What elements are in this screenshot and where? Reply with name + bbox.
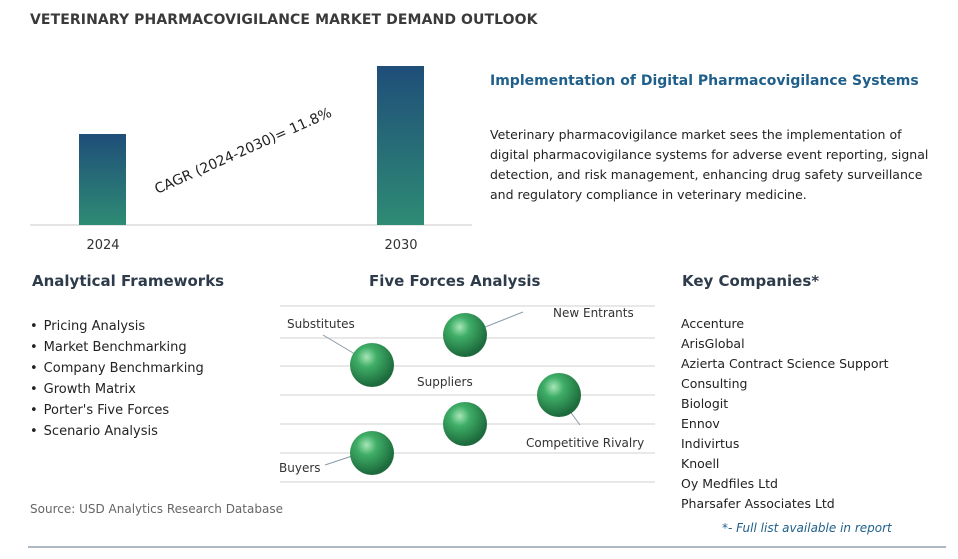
label-competitive-rivalry: Competitive Rivalry xyxy=(526,436,644,450)
companies-list: Accenture ArisGlobal Azierta Contract Sc… xyxy=(681,314,889,514)
five-forces-title: Five Forces Analysis xyxy=(369,272,541,290)
framework-item: Company Benchmarking xyxy=(30,358,204,379)
sphere-substitutes xyxy=(350,343,394,387)
frameworks-title: Analytical Frameworks xyxy=(32,272,225,290)
label-buyers: Buyers xyxy=(279,461,321,475)
companies-title: Key Companies* xyxy=(682,272,820,290)
company-item: Accenture xyxy=(681,316,745,331)
sphere-suppliers xyxy=(443,402,487,446)
highlight-title: Implementation of Digital Pharmacovigila… xyxy=(490,73,919,89)
company-item: Pharsafer Associates Ltd xyxy=(681,496,835,511)
highlight-body: Veterinary pharmacovigilance market sees… xyxy=(490,127,929,202)
label-substitutes: Substitutes xyxy=(287,317,355,331)
label-new-entrants: New Entrants xyxy=(553,306,634,320)
frameworks-list: Pricing Analysis Market Benchmarking Com… xyxy=(30,316,204,442)
companies-footnote: *- Full list available in report xyxy=(722,521,892,535)
company-item: Oy Medfiles Ltd xyxy=(681,476,778,491)
company-item: Knoell xyxy=(681,456,720,471)
bar-2030 xyxy=(377,66,424,225)
label-suppliers: Suppliers xyxy=(417,375,473,389)
sphere-new-entrants xyxy=(443,313,487,357)
framework-item: Scenario Analysis xyxy=(30,421,204,442)
tick-label-2030: 2030 xyxy=(384,238,417,253)
bar-chart: 2024 2030 CAGR (2024-2030)= 11.8% xyxy=(30,66,472,253)
cagr-label: CAGR (2024-2030)= 11.8% xyxy=(152,105,334,198)
company-item: ArisGlobal xyxy=(681,336,745,351)
sphere-buyers xyxy=(350,431,394,475)
company-item: Biologit xyxy=(681,396,729,411)
bar-2024 xyxy=(79,134,126,225)
framework-item: Porter's Five Forces xyxy=(30,400,204,421)
bottom-rule xyxy=(28,546,946,548)
tick-label-2024: 2024 xyxy=(86,238,119,253)
company-item: Indivirtus xyxy=(681,436,740,451)
framework-item: Market Benchmarking xyxy=(30,337,204,358)
company-item: Azierta Contract Science Support xyxy=(681,356,889,371)
framework-item: Pricing Analysis xyxy=(30,316,204,337)
company-item: Ennov xyxy=(681,416,720,431)
page-title: VETERINARY PHARMACOVIGILANCE MARKET DEMA… xyxy=(30,12,538,28)
company-item: Consulting xyxy=(681,376,748,391)
sphere-competitive-rivalry xyxy=(537,373,581,417)
framework-item: Growth Matrix xyxy=(30,379,204,400)
source-note: Source: USD Analytics Research Database xyxy=(30,502,283,516)
five-forces-diagram: Substitutes New Entrants Suppliers Compe… xyxy=(279,305,655,483)
